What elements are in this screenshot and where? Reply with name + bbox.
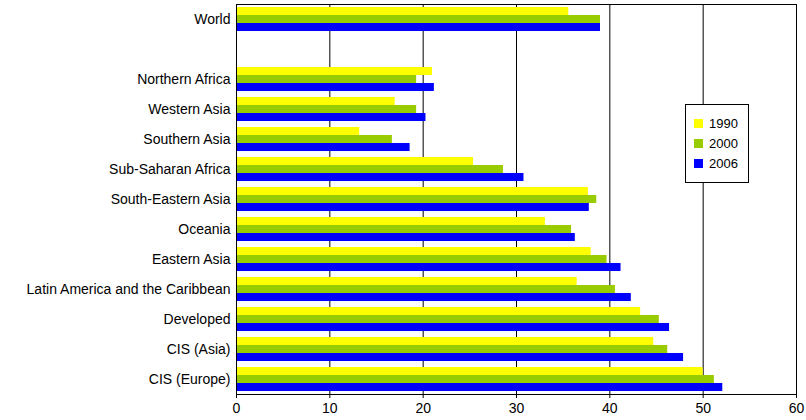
- svg-text:60: 60: [789, 400, 805, 416]
- svg-text:CIS (Europe): CIS (Europe): [149, 371, 231, 387]
- svg-text:South-Eastern Asia: South-Eastern Asia: [111, 191, 231, 207]
- html-text:2000: 2000: [709, 136, 738, 151]
- svg-text:Northern Africa: Northern Africa: [137, 71, 231, 87]
- svg-text:Western Asia: Western Asia: [148, 101, 230, 117]
- svg-text:Latin America and the Caribbea: Latin America and the Caribbean: [27, 281, 231, 297]
- svg-text:Sub-Saharan Africa: Sub-Saharan Africa: [109, 161, 231, 177]
- svg-text:40: 40: [602, 400, 618, 416]
- svg-text:Southern Asia: Southern Asia: [143, 131, 230, 147]
- html-text:2006: 2006: [709, 156, 738, 171]
- html-text:1990: 1990: [709, 116, 738, 131]
- svg-text:Oceania: Oceania: [178, 221, 230, 237]
- svg-text:CIS (Asia): CIS (Asia): [167, 341, 231, 357]
- svg-text:30: 30: [509, 400, 525, 416]
- svg-text:Eastern Asia: Eastern Asia: [152, 251, 231, 267]
- svg-text:50: 50: [695, 400, 711, 416]
- svg-text:Developed: Developed: [164, 311, 231, 327]
- svg-text:0: 0: [233, 400, 241, 416]
- svg-text:10: 10: [322, 400, 338, 416]
- svg-text:World: World: [194, 11, 230, 27]
- svg-text:20: 20: [415, 400, 431, 416]
